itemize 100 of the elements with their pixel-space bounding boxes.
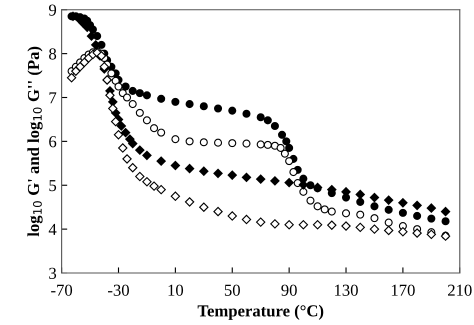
- point: [214, 138, 222, 147]
- point: [327, 220, 336, 230]
- point: [114, 82, 123, 91]
- y-tick-label: 7: [50, 92, 56, 104]
- point: [213, 168, 223, 178]
- x-tick-label: -30: [108, 284, 129, 296]
- point: [370, 202, 378, 210]
- point: [75, 62, 85, 72]
- point: [356, 190, 365, 200]
- point: [228, 170, 237, 180]
- point: [299, 188, 308, 196]
- point: [214, 104, 222, 112]
- point: [116, 121, 126, 131]
- point: [122, 154, 132, 164]
- point: [156, 156, 166, 166]
- point: [156, 184, 166, 194]
- point: [280, 150, 289, 158]
- point: [150, 124, 158, 132]
- point: [413, 212, 422, 220]
- point: [370, 192, 380, 202]
- point: [356, 198, 364, 206]
- point: [135, 145, 145, 155]
- point: [120, 128, 130, 138]
- point: [228, 139, 236, 148]
- point: [384, 195, 394, 205]
- point: [427, 214, 436, 223]
- point: [128, 86, 137, 95]
- point: [80, 58, 90, 68]
- point: [123, 93, 132, 102]
- point: [136, 108, 144, 117]
- point: [341, 221, 351, 231]
- y-tick-label: 6: [49, 136, 56, 148]
- y-tick-label: 8: [49, 48, 56, 60]
- point: [184, 164, 194, 174]
- point: [200, 102, 208, 110]
- point: [228, 106, 236, 115]
- y-tick-label: 5: [49, 180, 56, 192]
- point: [426, 230, 436, 240]
- point: [128, 138, 138, 148]
- point: [314, 202, 322, 210]
- point: [289, 168, 298, 176]
- point: [440, 206, 450, 216]
- x-tick-label: 170: [392, 284, 415, 296]
- point: [100, 62, 109, 72]
- point: [442, 217, 450, 226]
- point: [370, 214, 378, 222]
- point: [242, 214, 252, 224]
- point: [384, 206, 393, 214]
- x-tick-label: 130: [334, 284, 358, 296]
- point: [105, 90, 115, 100]
- point: [384, 218, 393, 227]
- point: [256, 217, 266, 227]
- point: [298, 220, 308, 230]
- point: [200, 138, 208, 146]
- point: [186, 137, 194, 146]
- point: [170, 192, 180, 201]
- point: [171, 135, 180, 144]
- point: [142, 116, 151, 124]
- y-tick-label: 3: [49, 268, 56, 279]
- point: [412, 200, 422, 210]
- point: [128, 163, 138, 172]
- point: [270, 219, 280, 229]
- y-tick-label: 4: [48, 224, 56, 235]
- point: [142, 91, 151, 100]
- point: [213, 206, 223, 216]
- point: [306, 196, 314, 205]
- point: [270, 122, 279, 130]
- point: [149, 181, 159, 191]
- point: [356, 222, 365, 232]
- point: [282, 137, 290, 146]
- x-tick-label: 210: [448, 284, 472, 296]
- point: [284, 220, 294, 230]
- point: [242, 110, 251, 118]
- point: [270, 176, 280, 186]
- point: [285, 144, 294, 152]
- point: [312, 220, 322, 230]
- x-tick-label: 50: [224, 284, 240, 296]
- point: [320, 205, 329, 214]
- point: [184, 197, 194, 207]
- point: [242, 172, 252, 182]
- point: [186, 100, 194, 108]
- point: [157, 94, 166, 103]
- point: [66, 73, 76, 82]
- point: [426, 203, 436, 213]
- point: [306, 181, 314, 190]
- y-axis-title: log$_{10}$ G' and log$_{10}$ G'' (Pa): [27, 46, 43, 236]
- point: [264, 140, 272, 149]
- x-tick-label: -70: [51, 284, 72, 296]
- point: [398, 198, 408, 208]
- point: [284, 178, 294, 188]
- point: [142, 150, 152, 160]
- point: [384, 226, 394, 236]
- point: [136, 89, 144, 98]
- x-axis-title: Temperature (°C): [198, 304, 324, 320]
- point: [199, 202, 208, 212]
- point: [242, 140, 251, 148]
- x-tick-label: 10: [168, 284, 184, 296]
- point: [398, 208, 407, 217]
- point: [256, 140, 265, 148]
- point: [108, 104, 118, 114]
